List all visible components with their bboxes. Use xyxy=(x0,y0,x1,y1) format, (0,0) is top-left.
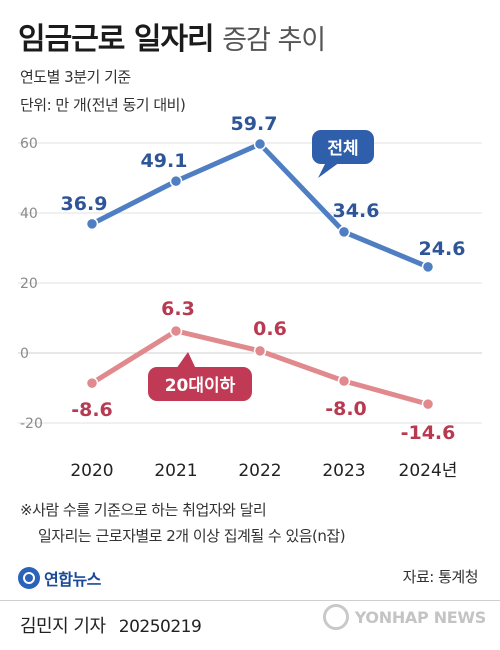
publish-date: 20250219 xyxy=(118,617,202,637)
footnote-line-2: 일자리는 근로자별로 2개 이상 집계될 수 있음(n잡) xyxy=(38,527,346,545)
series-total-point xyxy=(253,137,267,151)
subtitle-basis: 연도별 3분기 기준 xyxy=(20,68,131,86)
callout-total-pointer xyxy=(318,162,340,178)
footnote-line-1: ※사람 수를 기준으로 하는 취업자와 달리 xyxy=(20,501,267,519)
divider xyxy=(0,600,500,601)
data-label-age20: 0.6 xyxy=(253,318,287,340)
y-tick-label: 0 xyxy=(20,346,29,362)
data-label-total: 59.7 xyxy=(231,113,278,135)
data-label-total: 34.6 xyxy=(333,200,380,222)
series-age20-point xyxy=(169,324,183,338)
reporter-name: 김민지 기자 xyxy=(20,616,106,637)
y-tick-label: 40 xyxy=(20,206,38,222)
series-total-point xyxy=(337,225,351,239)
series-total-point xyxy=(85,217,99,231)
yonhap-logo: 연합뉴스 xyxy=(18,566,101,590)
data-label-total: 24.6 xyxy=(419,238,466,260)
y-tick-label: 20 xyxy=(20,276,38,292)
byline: 김민지 기자 20250219 xyxy=(20,612,202,638)
x-tick-label: 2023 xyxy=(322,461,365,481)
series-total-point xyxy=(421,260,435,274)
watermark: YONHAP NEWS xyxy=(322,604,487,630)
yonhap-logo-icon xyxy=(18,567,40,589)
x-tick-label: 2020 xyxy=(70,461,113,481)
callout-total-box xyxy=(312,130,374,164)
chart-title: 임금근로 일자리 증감 추이 xyxy=(18,14,326,58)
x-tick-label: 2022 xyxy=(238,461,281,481)
data-label-total: 49.1 xyxy=(141,150,188,172)
data-label-age20: -14.6 xyxy=(401,422,456,444)
x-tick-label: 2024년 xyxy=(399,461,458,481)
series-age20-point xyxy=(421,397,435,411)
line-chart: 60 40 20 0 -20 2020 2021 2022 2023 2024년 36.9 49.1 5… xyxy=(18,113,482,481)
data-label-age20: -8.6 xyxy=(71,399,113,421)
title-main: 임금근로 일자리 xyxy=(18,22,215,57)
logo-text: 연합뉴스 xyxy=(44,570,101,589)
callout-age20-label: 20대이하 xyxy=(165,376,236,396)
series-total-point xyxy=(169,174,183,188)
subtitle-unit: 단위: 만 개(전년 동기 대비) xyxy=(20,96,186,114)
watermark-text: YONHAP NEWS xyxy=(354,607,487,627)
data-label-total: 36.9 xyxy=(61,193,108,215)
callout-age20-pointer xyxy=(176,352,196,369)
title-sub: 증감 추이 xyxy=(222,25,326,56)
series-age20-point xyxy=(337,374,351,388)
series-age20-line xyxy=(89,328,431,407)
series-age20-point xyxy=(85,376,99,390)
data-label-age20: -8.0 xyxy=(325,398,367,420)
callout-age20-box xyxy=(148,367,252,401)
data-label-age20: 6.3 xyxy=(161,298,195,320)
callout-total-label: 전체 xyxy=(327,139,358,159)
footnote: ※사람 수를 기준으로 하는 취업자와 달리 일자리는 근로자별로 2개 이상 … xyxy=(20,497,346,549)
data-source: 자료: 통계청 xyxy=(402,568,479,586)
series-age20-point xyxy=(253,344,267,358)
x-tick-label: 2021 xyxy=(154,461,197,481)
y-tick-label: -20 xyxy=(20,416,43,432)
y-tick-label: 60 xyxy=(20,136,38,152)
yonhap-watermark-icon xyxy=(322,604,349,630)
